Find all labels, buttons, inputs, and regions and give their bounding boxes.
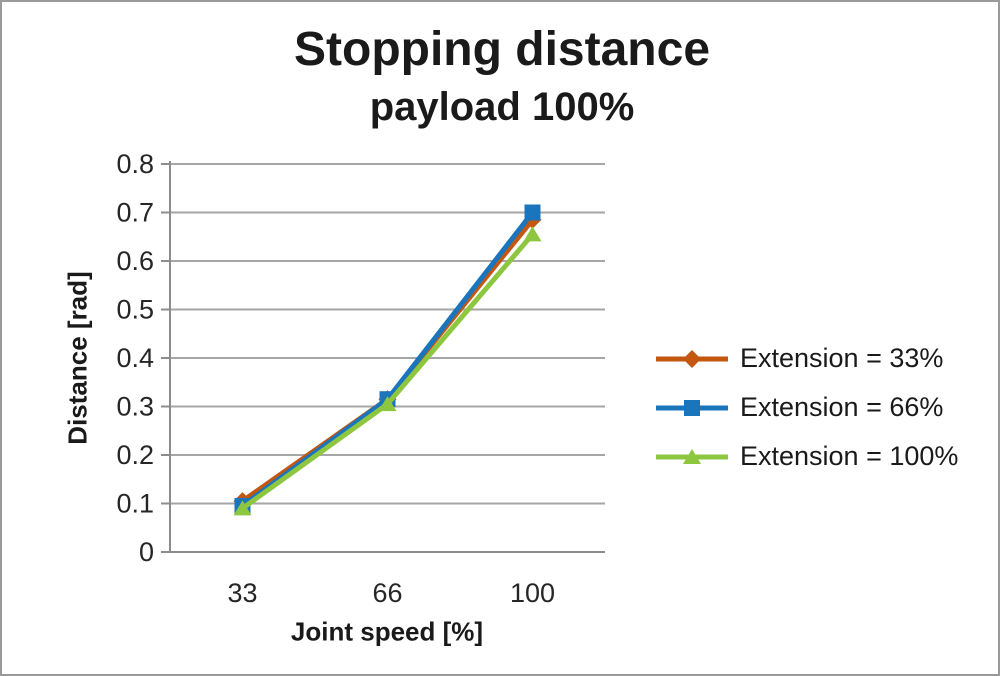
legend: Extension = 33% Extension = 66% Extension … xyxy=(654,343,958,472)
series-2-triangle-marker xyxy=(233,500,252,516)
series-1-square-marker xyxy=(524,204,541,221)
chart-title: Stopping distance xyxy=(293,23,711,76)
y-tick-label: 0.8 xyxy=(116,149,154,179)
legend-swatch xyxy=(656,349,728,368)
legend-label: Extension = 33% xyxy=(740,343,944,373)
y-tick-label: 0.6 xyxy=(116,246,154,276)
series-2-triangle-marker xyxy=(523,226,542,242)
y-axis-title: Distance [rad] xyxy=(62,271,93,445)
x-axis-title: Joint speed [%] xyxy=(290,616,484,647)
y-tick-label: 0.7 xyxy=(116,198,154,228)
x-tick-label: 100 xyxy=(510,578,555,608)
y-tick-label: 0.3 xyxy=(116,392,154,422)
x-tick-label: 33 xyxy=(227,578,257,608)
series-line-1 xyxy=(241,210,535,508)
legend-item: Extension = 33% xyxy=(654,343,958,374)
legend-2-triangle-marker xyxy=(683,448,701,464)
x-tick-label: 66 xyxy=(372,578,402,608)
legend-item: Extension = 66% xyxy=(654,392,958,423)
y-tick-label: 0.2 xyxy=(116,440,154,470)
series-0 xyxy=(233,210,542,511)
legend-item: Extension = 100% xyxy=(654,441,958,472)
series-2-triangle-marker xyxy=(378,396,397,412)
legend-label: Extension = 66% xyxy=(740,392,944,422)
y-tick-label: 0.1 xyxy=(116,489,154,519)
legend-swatch xyxy=(656,448,728,464)
series-2 xyxy=(233,226,542,516)
legend-label: Extension = 100% xyxy=(740,441,959,471)
y-tick-label: 0 xyxy=(139,537,154,567)
y-tick-label: 0.4 xyxy=(116,343,154,373)
legend-1-square-marker xyxy=(684,399,700,416)
series-1 xyxy=(234,204,541,514)
chart-subtitle: payload 100% xyxy=(369,85,635,129)
legend-0-diamond-marker xyxy=(683,349,701,368)
legend-swatch xyxy=(656,399,728,416)
y-tick-label: 0.5 xyxy=(116,295,154,325)
